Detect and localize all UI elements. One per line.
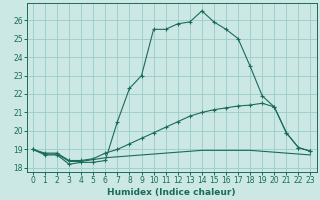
X-axis label: Humidex (Indice chaleur): Humidex (Indice chaleur)	[108, 188, 236, 197]
